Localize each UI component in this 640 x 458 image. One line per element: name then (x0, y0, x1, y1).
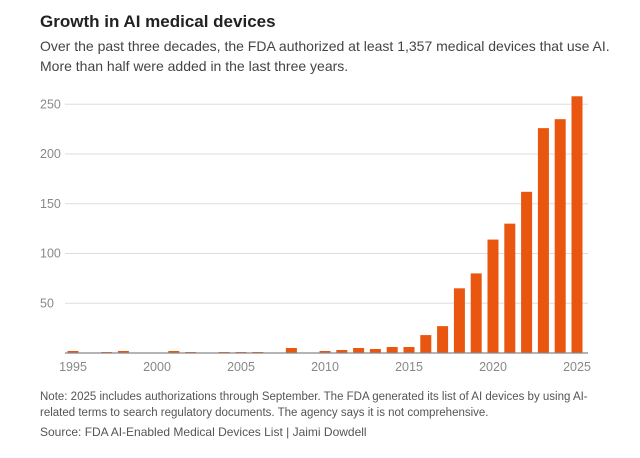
x-tick-label: 2005 (227, 360, 255, 374)
bar (336, 350, 348, 353)
bar (319, 351, 331, 353)
y-tick-label: 50 (40, 296, 54, 310)
bar (67, 351, 79, 353)
bar (403, 347, 415, 353)
y-tick-label: 250 (40, 97, 61, 111)
bar (285, 348, 297, 353)
bar (571, 96, 583, 353)
bar (168, 351, 180, 353)
bar (504, 223, 516, 353)
bar (386, 347, 398, 353)
bar (521, 191, 533, 353)
bar (470, 273, 482, 353)
bar (437, 326, 449, 353)
bar (487, 239, 499, 353)
chart-source: Source: FDA AI-Enabled Medical Devices L… (40, 425, 367, 439)
bar (554, 119, 566, 353)
chart-subtitle: Over the past three decades, the FDA aut… (40, 38, 610, 74)
y-tick-label: 200 (40, 147, 61, 161)
bar (353, 348, 365, 353)
x-tick-label: 2000 (143, 360, 171, 374)
x-tick-label: 2015 (395, 360, 423, 374)
bar (369, 349, 381, 353)
x-tick-label: 2025 (563, 360, 591, 374)
bar (453, 288, 465, 353)
bar (537, 128, 549, 353)
x-tick-label: 2020 (479, 360, 507, 374)
bar (420, 335, 432, 353)
chart-title: Growth in AI medical devices (40, 12, 276, 31)
x-tick-label: 2010 (311, 360, 339, 374)
y-tick-label: 150 (40, 197, 61, 211)
x-tick-label: 1995 (59, 360, 87, 374)
chart-note: Note: 2025 includes authorizations throu… (40, 391, 588, 419)
y-tick-label: 100 (40, 247, 61, 261)
bar (117, 351, 129, 353)
